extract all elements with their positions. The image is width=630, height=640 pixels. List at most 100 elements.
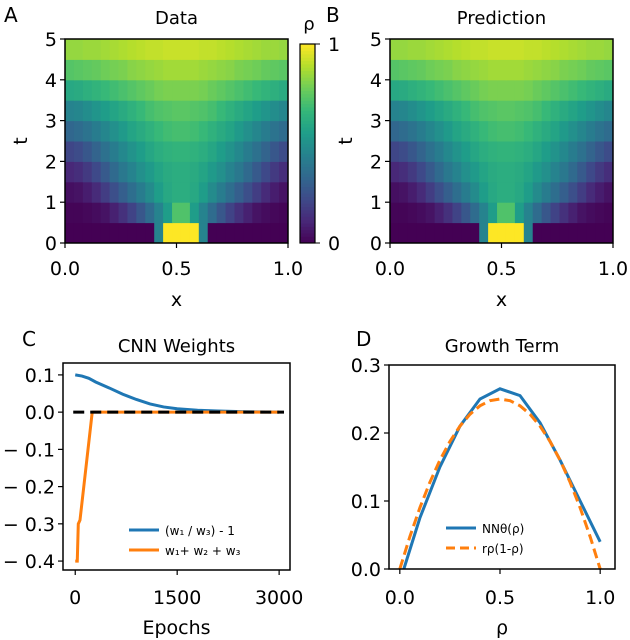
heatmap-cell [407,222,418,244]
heatmap-cell [479,120,489,142]
colorbar-segment [300,50,315,55]
heatmap-cell [163,120,173,142]
heatmap-cell [100,100,111,122]
heatmap-cell [136,100,146,122]
colorbar-segment [300,199,315,204]
heatmap-cell [586,120,596,142]
heatmap-cell [252,79,262,101]
heatmap-cell [216,79,227,101]
x-axis-label: Epochs [142,617,210,639]
heatmap-cell [127,181,137,203]
heatmap-cell [270,59,280,81]
heatmap-cell [577,39,587,60]
heatmap-cell [514,202,525,224]
colorbar-segment [300,103,315,108]
heatmap-cell [216,222,227,244]
heatmap-cell [434,120,445,142]
heatmap-cell [407,161,418,183]
y-tick-label: 0.1 [351,491,381,513]
heatmap-cell [243,202,253,224]
heatmap-cell [425,100,436,122]
colorbar-segment [300,156,315,161]
heatmap-cell [550,161,560,183]
heatmap-cell [559,202,569,224]
heatmap-cell [118,100,128,122]
heatmap-cell [497,39,507,60]
colorbar-segment [300,67,315,72]
heatmap-cell [82,100,93,122]
heatmap-cell [390,120,400,142]
x-tick-label: 1.0 [273,258,303,280]
heatmap-cell [470,120,480,142]
chart-title: Data [155,8,198,29]
heatmap-cell [416,222,427,244]
colorbar-segment [300,223,315,227]
heatmap-cell [488,141,498,162]
heatmap-cell [425,222,436,244]
heatmap-cell [550,100,560,122]
panel-c-cnn-weights: CNN Weights 0.1 0.0 − 0.1 − 0.2 − 0.3 − 0.4 0 15… [3,336,303,639]
heatmap-cell [91,202,102,224]
heatmap-cell [488,120,498,142]
heatmap-cell [595,161,605,183]
heatmap-cell [479,222,489,244]
heatmap-cell [595,79,605,101]
heatmap-cell [73,181,84,203]
heatmap-cell [595,181,605,203]
heatmap-cell [207,59,218,81]
heatmap-cell [604,59,614,81]
heatmap-cell [461,120,471,142]
heatmap-cell [604,100,614,122]
heatmap-cell [189,39,200,60]
heatmap-cell [488,222,498,244]
heatmap-cell [279,181,289,203]
heatmap-cell [172,181,182,203]
heatmap-cell [180,202,191,224]
heatmap-cell [172,39,182,60]
y-tick-label: 0.2 [351,423,381,445]
heatmap-cell [532,202,543,224]
y-tick-label: − 0.3 [3,514,55,536]
heatmap-cell [109,59,120,81]
heatmap-cell [73,79,84,101]
heatmap-cell [390,79,400,101]
heatmap-cell [604,222,614,244]
heatmap-cell [82,39,93,60]
heatmap-cell [252,59,262,81]
heatmap-cell [479,181,489,203]
heatmap-cell [65,120,75,142]
heatmap-cell [82,181,93,203]
heatmap-cell [479,39,489,60]
heatmap-cell [532,59,543,81]
heatmap-cell [559,39,569,60]
heatmap-cell [136,181,146,203]
heatmap-cell [100,202,111,224]
colorbar-segment [300,226,315,231]
colorbar-segment [300,203,315,208]
heatmap-cell [443,141,453,162]
heatmap-cell [443,100,453,122]
heatmap-cell [65,141,75,162]
heatmap-cell [505,161,516,183]
y-tick-label: 5 [370,29,382,51]
heatmap-cell [189,79,200,101]
colorbar-segment [300,87,315,91]
colorbar-segment [300,206,315,211]
colorbar-segment [300,57,315,62]
heatmap-cell [198,120,209,142]
heatmap-cell [189,161,200,183]
heatmap-cell [532,39,543,60]
heatmap-cell [225,59,235,81]
y-axis-label: t [10,137,32,144]
heatmap-cell [198,100,209,122]
heatmap-cell [505,202,516,224]
heatmap-cell [118,120,128,142]
heatmap-cell [100,59,111,81]
heatmap-cell [434,39,445,60]
heatmap-cell [407,181,418,203]
heatmap-cell [416,181,427,203]
heatmap-cell [261,120,271,142]
heatmap-cell [604,79,614,101]
panel-b-prediction-heatmap: Prediction 0 1 2 3 4 5 0.0 0.5 1.0 x t [335,8,628,311]
colorbar-segment [300,63,315,68]
